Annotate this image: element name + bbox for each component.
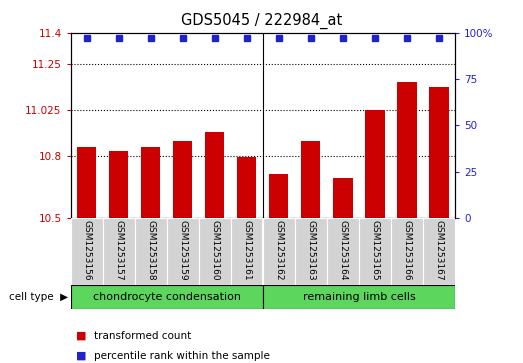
Text: GSM1253158: GSM1253158 [146, 220, 155, 281]
Text: GSM1253161: GSM1253161 [242, 220, 251, 281]
Text: GSM1253164: GSM1253164 [338, 220, 347, 280]
Bar [77, 147, 96, 218]
Bar [205, 132, 224, 218]
Text: transformed count: transformed count [94, 331, 191, 341]
Bar [429, 87, 449, 218]
Text: remaining limb cells: remaining limb cells [302, 292, 415, 302]
Text: chondrocyte condensation: chondrocyte condensation [93, 292, 241, 302]
Bar [135, 218, 167, 285]
Text: GSM1253159: GSM1253159 [178, 220, 187, 281]
Text: ■: ■ [76, 331, 86, 341]
Bar [295, 218, 327, 285]
Bar [199, 218, 231, 285]
Text: percentile rank within the sample: percentile rank within the sample [94, 351, 270, 361]
Bar [231, 218, 263, 285]
Bar [423, 218, 455, 285]
Text: GSM1253157: GSM1253157 [114, 220, 123, 281]
Text: GSM1253166: GSM1253166 [403, 220, 412, 281]
Text: ■: ■ [76, 351, 86, 361]
Text: GDS5045 / 222984_at: GDS5045 / 222984_at [181, 13, 342, 29]
Bar [359, 218, 391, 285]
Bar [237, 157, 256, 218]
Bar [71, 285, 263, 309]
Bar [109, 151, 128, 218]
Text: GSM1253167: GSM1253167 [435, 220, 444, 281]
Text: cell type  ▶: cell type ▶ [9, 292, 68, 302]
Bar [391, 218, 423, 285]
Bar [301, 140, 321, 218]
Bar [263, 285, 455, 309]
Bar [263, 218, 295, 285]
Text: GSM1253160: GSM1253160 [210, 220, 219, 281]
Text: GSM1253165: GSM1253165 [370, 220, 379, 281]
Text: GSM1253156: GSM1253156 [82, 220, 91, 281]
Bar [397, 82, 416, 218]
Bar [333, 178, 353, 218]
Bar [167, 218, 199, 285]
Bar [173, 140, 192, 218]
Bar [365, 110, 384, 218]
Bar [327, 218, 359, 285]
Bar [269, 174, 288, 218]
Bar [71, 218, 103, 285]
Text: GSM1253163: GSM1253163 [306, 220, 315, 281]
Bar [141, 147, 160, 218]
Bar [103, 218, 135, 285]
Text: GSM1253162: GSM1253162 [275, 220, 283, 280]
